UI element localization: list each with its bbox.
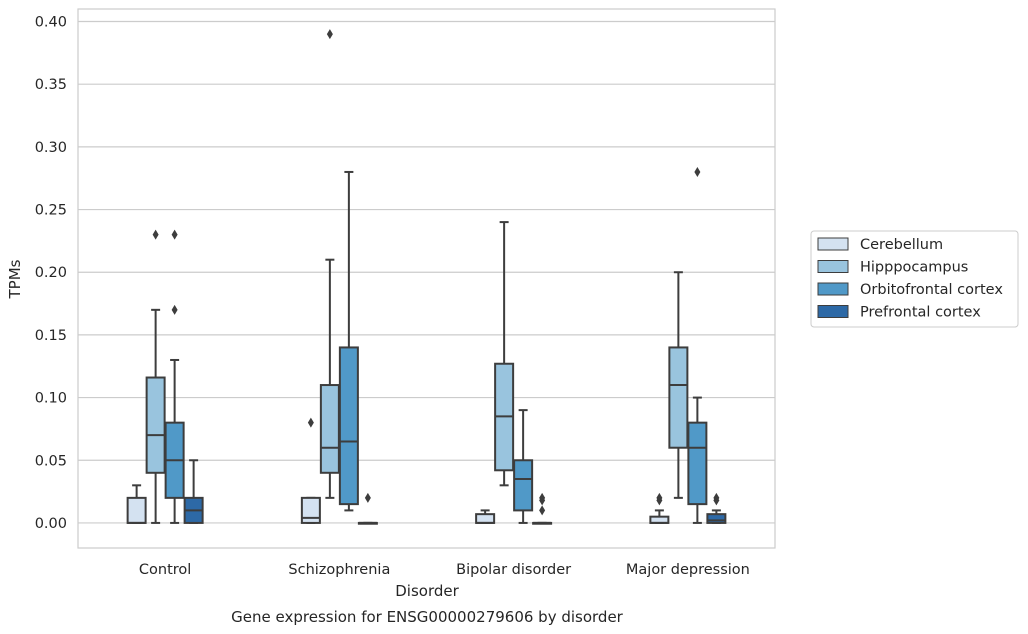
box-group — [706, 492, 727, 524]
y-axis-label: TPMs — [6, 259, 24, 299]
legend-swatch — [817, 305, 849, 318]
y-tick-label: 0.10 — [35, 391, 67, 407]
y-tick-label: 0.35 — [35, 77, 67, 93]
outlier-point — [307, 417, 314, 428]
legend: Cerebellum Hipppocampus Orbitofrontal cort… — [810, 230, 1019, 328]
y-tick-labels: 0.00 0.05 0.10 0.15 0.20 0.25 0.30 0.35 0.40 — [35, 15, 67, 532]
box — [668, 346, 689, 449]
box-group — [164, 229, 185, 524]
y-tick-label: 0.30 — [35, 140, 67, 156]
box-group — [475, 509, 496, 524]
y-tick-label: 0.25 — [35, 203, 67, 219]
box — [300, 496, 321, 524]
outlier-point — [364, 492, 371, 503]
legend-label: Prefrontal cortex — [860, 305, 981, 321]
legend-label: Cerebellum — [860, 237, 943, 253]
outlier-point — [152, 229, 159, 240]
x-tick-label: Major depression — [626, 562, 750, 578]
x-tick-label: Bipolar disorder — [456, 562, 571, 578]
box-group — [357, 492, 378, 525]
y-tick-label: 0.15 — [35, 328, 67, 344]
box — [126, 496, 147, 524]
outlier-point — [694, 166, 701, 177]
box-group — [126, 484, 147, 524]
legend-swatch — [817, 237, 849, 251]
legend-frame — [810, 230, 1019, 328]
outlier-point — [713, 495, 720, 506]
box — [319, 384, 340, 474]
x-tick-label: Control — [139, 562, 191, 578]
box-group — [319, 29, 340, 499]
box — [687, 421, 708, 506]
y-tick-label: 0.20 — [35, 265, 67, 281]
legend-label: Orbitofrontal cortex — [860, 282, 1003, 298]
outlier-point — [326, 29, 333, 40]
chart-caption: Gene expression for ENSG00000279606 by d… — [231, 608, 624, 626]
outlier-point — [171, 229, 178, 240]
box — [475, 513, 496, 524]
y-tick-label: 0.00 — [35, 516, 67, 532]
outlier-point — [656, 495, 663, 506]
outlier-point — [539, 495, 546, 506]
box-group — [649, 492, 670, 524]
x-tick-labels: Control Schizophrenia Bipolar disorder Majo… — [139, 562, 750, 578]
box-group — [183, 459, 204, 524]
plot-frame — [77, 8, 776, 549]
box-group — [338, 170, 359, 512]
box-group — [494, 221, 515, 487]
box-group — [300, 417, 321, 524]
outlier-point — [539, 505, 546, 516]
x-tick-label: Schizophrenia — [288, 562, 390, 578]
box-group — [668, 271, 689, 499]
box — [513, 459, 534, 512]
outlier-point — [171, 304, 178, 315]
legend-swatch — [817, 282, 849, 296]
box — [145, 376, 166, 474]
box-plots — [126, 29, 727, 525]
legend-label: Hipppocampus — [860, 260, 968, 276]
box-group — [513, 409, 534, 524]
box — [338, 346, 359, 506]
box-group — [532, 492, 553, 525]
legend-swatch — [817, 260, 849, 273]
x-axis-label: Disorder — [395, 582, 459, 600]
y-tick-label: 0.05 — [35, 453, 67, 469]
y-tick-label: 0.40 — [35, 15, 67, 31]
box-group — [687, 166, 708, 524]
box — [706, 513, 727, 524]
